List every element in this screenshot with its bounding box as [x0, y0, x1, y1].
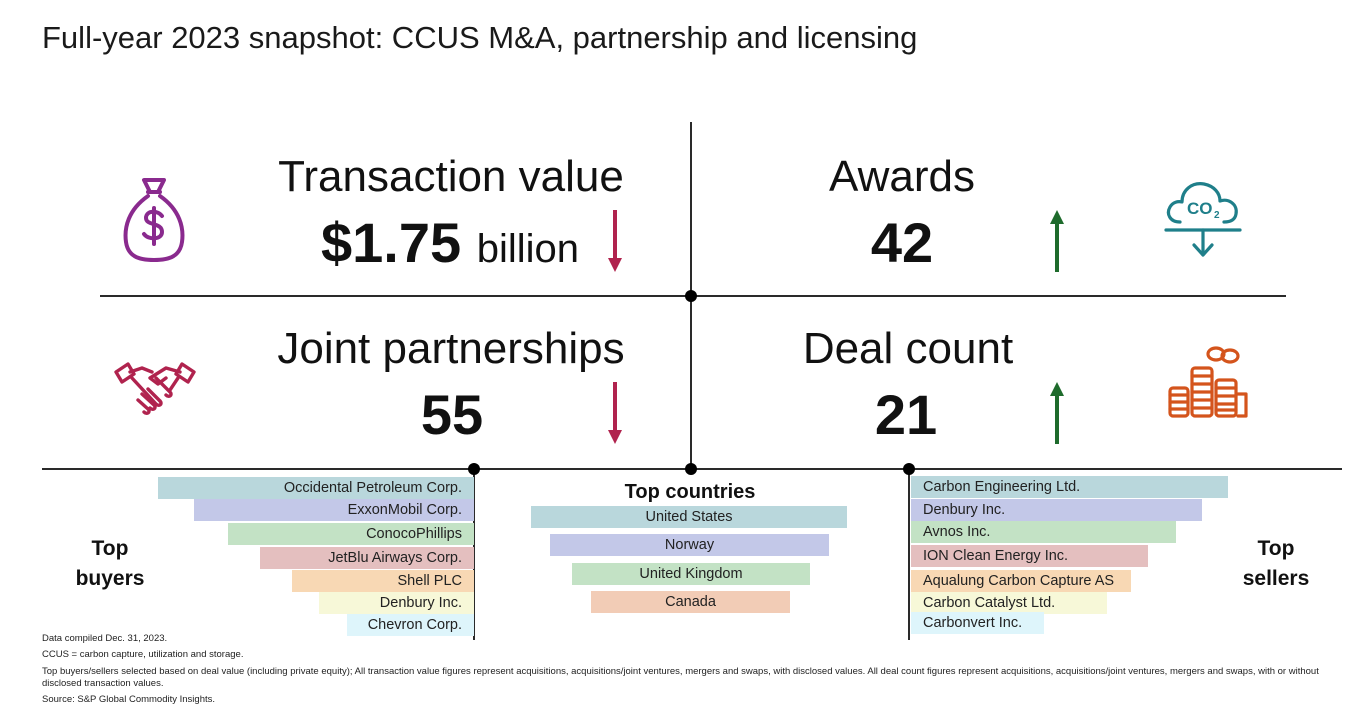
svg-text:2: 2	[1214, 210, 1220, 221]
svg-text:CO: CO	[1187, 199, 1213, 218]
seller-bar: Carbon Catalyst Ltd.	[911, 592, 1107, 614]
transaction-value-label: Transaction value	[278, 152, 624, 201]
footnote-source: Source: S&P Global Commodity Insights.	[42, 694, 216, 705]
up-arrow-icon	[1048, 208, 1066, 274]
seller-bar: Aqualung Carbon Capture AS	[911, 570, 1131, 592]
down-arrow-icon	[606, 210, 624, 274]
deal-count-label: Deal count	[802, 324, 1014, 373]
country-bar: Norway	[550, 534, 829, 556]
buyer-bar: Occidental Petroleum Corp.	[158, 477, 474, 499]
top-countries-heading: Top countries	[624, 481, 756, 503]
top-buyers-label-line2: buyers	[75, 567, 145, 590]
money-bag-icon	[118, 176, 190, 264]
buyer-bar: ConocoPhillips	[228, 523, 474, 545]
seller-bar: Denbury Inc.	[911, 499, 1202, 521]
co2-cloud-icon: CO 2	[1162, 176, 1244, 260]
top-buyers-label: Top buyers	[60, 534, 160, 594]
country-bar: United States	[531, 506, 847, 528]
handshake-icon	[112, 358, 198, 420]
awards-value: 42	[870, 211, 934, 274]
seller-bar: Carbonvert Inc.	[911, 612, 1044, 634]
footnote-ccus: CCUS = carbon capture, utilization and s…	[42, 649, 244, 660]
joint-partnerships-value: 55	[420, 383, 484, 446]
page-title: Full-year 2023 snapshot: CCUS M&A, partn…	[42, 20, 918, 55]
top-sellers-label-line2: sellers	[1242, 567, 1310, 590]
top-sellers-label: Top sellers	[1226, 534, 1326, 594]
seller-bar: ION Clean Energy Inc.	[911, 545, 1148, 567]
buyer-bar: Shell PLC	[292, 570, 474, 592]
joint-partnerships-label: Joint partnerships	[277, 324, 625, 373]
transaction-value-unit: billion	[476, 227, 579, 271]
buyer-bar: Chevron Corp.	[347, 614, 474, 636]
country-bar: Canada	[591, 591, 790, 613]
seller-bar: Avnos Inc.	[911, 521, 1176, 543]
buyer-bar: Denbury Inc.	[319, 592, 474, 614]
buyer-bar: JetBlu Airways Corp.	[260, 547, 474, 569]
deal-count-value: 21	[874, 383, 938, 446]
footnote-method: Top buyers/sellers selected based on dea…	[42, 666, 1319, 689]
transaction-value-amount: $1.75	[321, 211, 462, 274]
transaction-value-figure: $1.75 billion	[290, 210, 610, 275]
top-sellers-label-line1: Top	[1257, 537, 1295, 560]
footnote-compiled: Data compiled Dec. 31, 2023.	[42, 633, 168, 644]
down-arrow-icon	[606, 382, 624, 446]
buyers-axis-line	[473, 468, 475, 640]
up-arrow-icon	[1048, 380, 1066, 446]
top-buyers-label-line1: Top	[91, 537, 129, 560]
buyers-dot	[468, 463, 480, 475]
buyer-bar: ExxonMobil Corp.	[194, 499, 474, 521]
sellers-dot	[903, 463, 915, 475]
country-bar: United Kingdom	[572, 563, 810, 585]
sellers-axis-line	[908, 468, 910, 640]
coin-stacks-icon	[1164, 344, 1250, 420]
countries-dot	[685, 463, 697, 475]
seller-bar: Carbon Engineering Ltd.	[911, 476, 1228, 498]
center-dot	[685, 290, 697, 302]
awards-label: Awards	[829, 152, 975, 201]
